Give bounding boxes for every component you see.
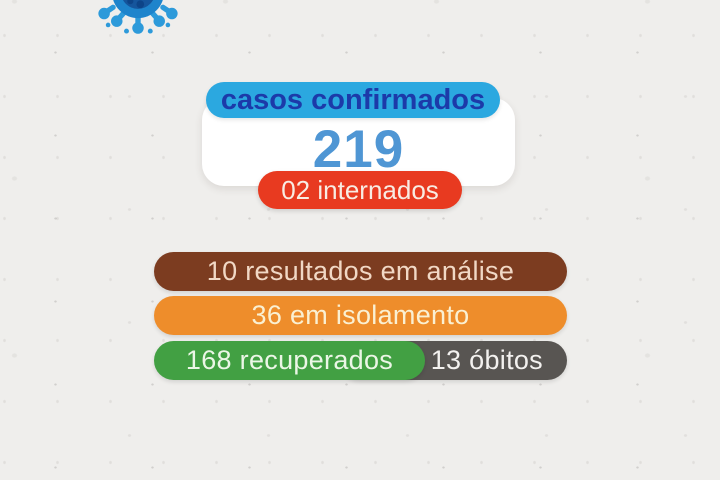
deaths-label: 13 óbitos — [430, 345, 543, 375]
confirmed-cases-count: 219 — [202, 119, 515, 179]
stat-pill-results-in-analysis: 10 resultados em análise — [154, 252, 567, 291]
in-isolation-label: 36 em isolamento — [251, 300, 470, 330]
hospitalized-pill: 02 internados — [258, 171, 462, 209]
confirmed-cases-value: 219 — [312, 119, 405, 179]
confirmed-cases-header-pill: casos confirmados — [206, 82, 500, 118]
recovered-label: 168 recuperados — [185, 345, 394, 375]
hospitalized-label: 02 internados — [281, 174, 439, 205]
results-in-analysis-label: 10 resultados em análise — [206, 256, 515, 286]
stat-pill-recovered: 168 recuperados — [154, 341, 425, 380]
confirmed-cases-label: casos confirmados — [220, 83, 486, 116]
stat-pill-in-isolation: 36 em isolamento — [154, 296, 567, 335]
coronavirus-icon — [92, 0, 184, 38]
